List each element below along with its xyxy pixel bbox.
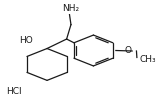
Text: HCl: HCl xyxy=(6,87,21,96)
Text: HO: HO xyxy=(19,36,33,45)
Text: O: O xyxy=(125,46,132,55)
Text: NH₂: NH₂ xyxy=(62,4,79,13)
Text: CH₃: CH₃ xyxy=(140,55,156,64)
